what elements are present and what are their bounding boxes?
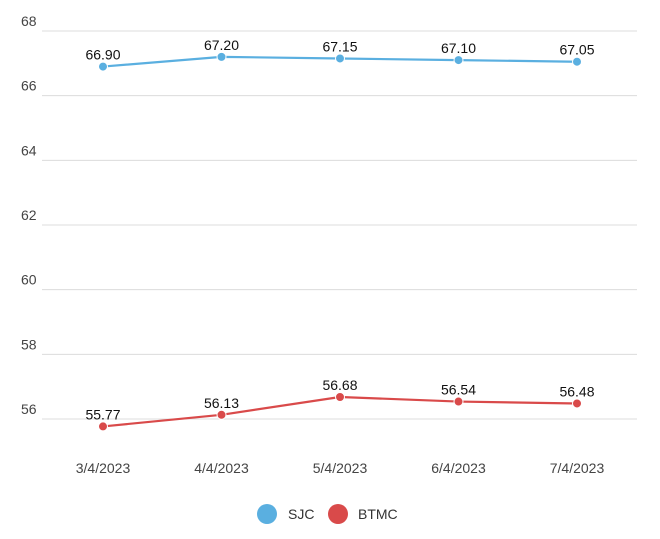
x-tick-label: 6/4/2023 <box>431 460 486 476</box>
legend-marker-btmc <box>328 504 348 524</box>
data-point-sjc <box>335 53 345 64</box>
legend: SJC BTMC <box>257 504 398 524</box>
data-point-sjc <box>453 55 464 66</box>
x-axis-ticks: 3/4/2023 4/4/2023 5/4/2023 6/4/2023 7/4/2023 <box>76 460 605 476</box>
gridlines <box>42 30 637 420</box>
data-label-sjc: 67.20 <box>204 37 239 53</box>
y-tick-label-58: 58 <box>21 336 37 352</box>
data-point-sjc <box>216 51 227 62</box>
data-point-btmc <box>98 421 108 432</box>
y-tick-label-68: 68 <box>21 13 37 29</box>
data-point-sjc <box>572 56 582 67</box>
series-group <box>98 51 582 432</box>
legend-marker-sjc <box>257 504 277 524</box>
x-tick-label: 5/4/2023 <box>313 460 368 476</box>
y-axis-ticks: 56 58 60 62 64 66 68 <box>21 13 37 417</box>
x-tick-label: 7/4/2023 <box>550 460 605 476</box>
data-point-btmc <box>572 398 582 409</box>
data-label-btmc: 56.13 <box>204 395 239 411</box>
data-point-btmc <box>335 392 345 403</box>
data-point-sjc <box>98 61 108 72</box>
data-label-btmc: 55.77 <box>85 406 120 422</box>
data-label-btmc: 56.48 <box>559 383 594 399</box>
data-label-sjc: 67.05 <box>559 42 594 58</box>
y-tick-label-64: 64 <box>21 142 37 158</box>
y-tick-label-56: 56 <box>21 401 37 417</box>
data-point-btmc <box>453 396 464 407</box>
x-tick-label: 4/4/2023 <box>194 460 249 476</box>
legend-label-sjc: SJC <box>288 506 314 522</box>
data-label-sjc: 67.10 <box>441 40 476 56</box>
y-tick-label-62: 62 <box>21 207 37 223</box>
data-point-btmc <box>216 409 227 420</box>
data-label-btmc: 56.54 <box>441 382 476 398</box>
x-tick-label: 3/4/2023 <box>76 460 131 476</box>
data-labels: 66.90 67.20 67.15 67.10 67.05 55.77 56.13 56.68… <box>85 37 594 423</box>
y-tick-label-60: 60 <box>21 272 37 288</box>
legend-label-btmc: BTMC <box>358 506 398 522</box>
data-label-btmc: 56.68 <box>322 377 357 393</box>
data-label-sjc: 66.90 <box>85 47 120 63</box>
y-tick-label-66: 66 <box>21 78 37 94</box>
data-label-sjc: 67.15 <box>322 38 357 54</box>
